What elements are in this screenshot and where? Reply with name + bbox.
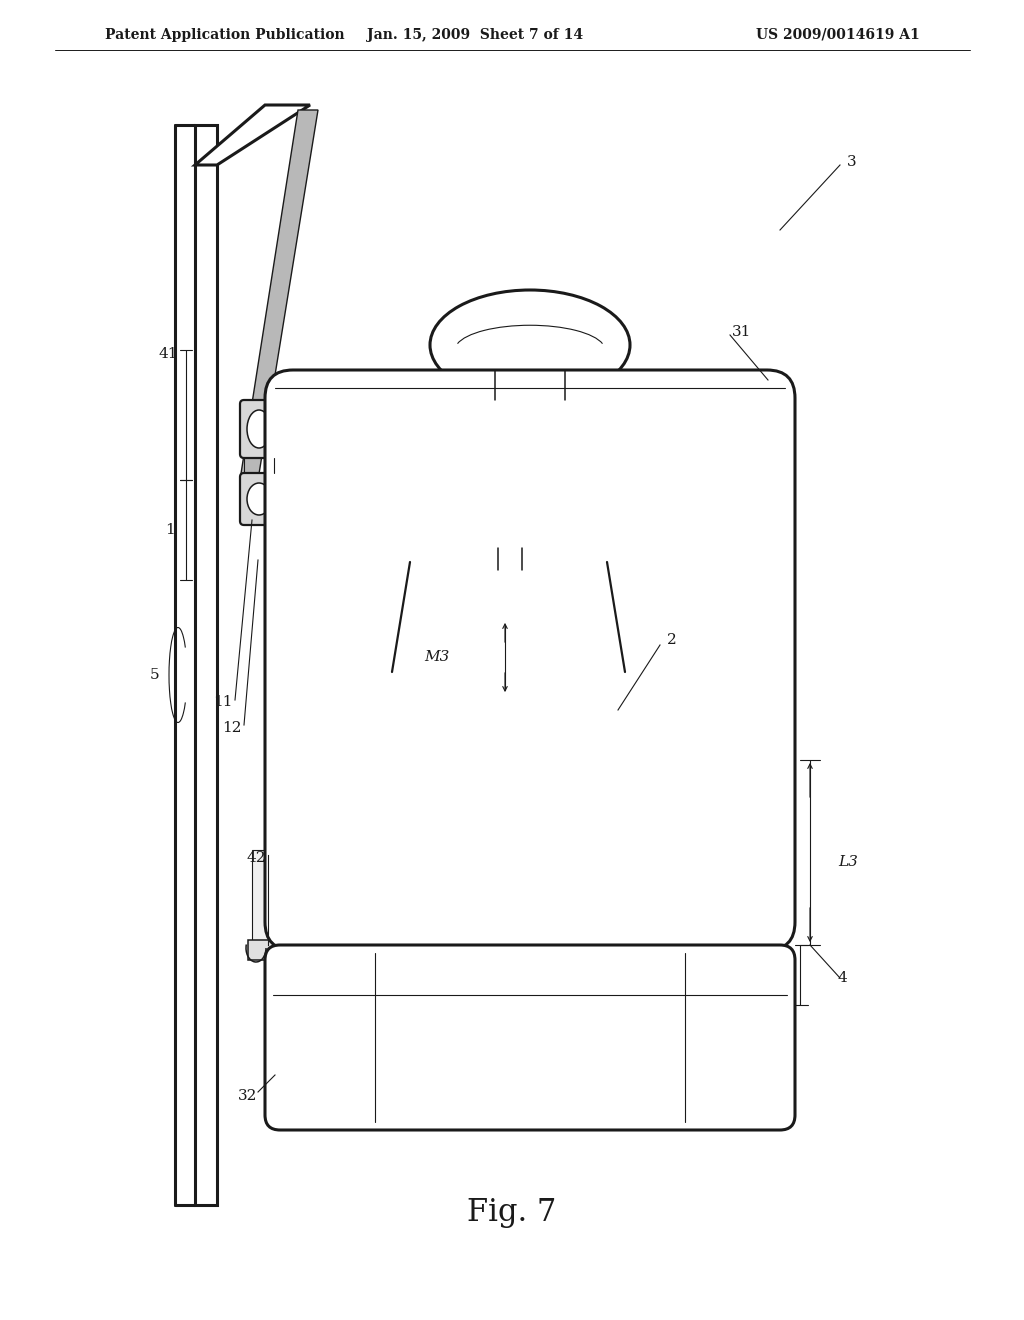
Polygon shape bbox=[195, 106, 310, 165]
Text: 4: 4 bbox=[838, 972, 847, 985]
Text: US 2009/0014619 A1: US 2009/0014619 A1 bbox=[757, 28, 920, 42]
Text: 31: 31 bbox=[732, 325, 752, 339]
Text: 11: 11 bbox=[213, 696, 232, 709]
Bar bbox=[195, 125, 217, 1205]
Text: 3: 3 bbox=[847, 154, 857, 169]
Polygon shape bbox=[240, 484, 615, 865]
Text: 5: 5 bbox=[151, 668, 160, 682]
Text: Jan. 15, 2009  Sheet 7 of 14: Jan. 15, 2009 Sheet 7 of 14 bbox=[367, 28, 583, 42]
Polygon shape bbox=[240, 110, 318, 480]
Text: 42: 42 bbox=[246, 851, 266, 865]
Polygon shape bbox=[594, 850, 735, 970]
Bar bbox=[248, 940, 280, 960]
Bar bbox=[705, 942, 743, 965]
Text: Patent Application Publication: Patent Application Publication bbox=[105, 28, 345, 42]
Text: M3: M3 bbox=[424, 649, 450, 664]
Bar bbox=[252, 850, 280, 940]
FancyBboxPatch shape bbox=[265, 370, 795, 950]
Ellipse shape bbox=[247, 411, 271, 447]
Text: 1: 1 bbox=[165, 523, 175, 537]
Text: 32: 32 bbox=[239, 1089, 258, 1104]
Polygon shape bbox=[276, 942, 715, 964]
FancyBboxPatch shape bbox=[265, 945, 795, 1130]
Ellipse shape bbox=[247, 483, 271, 515]
Text: Fig. 7: Fig. 7 bbox=[467, 1196, 557, 1228]
Text: 2: 2 bbox=[667, 634, 677, 647]
Text: L3: L3 bbox=[838, 855, 858, 869]
Text: 12: 12 bbox=[222, 721, 242, 735]
FancyBboxPatch shape bbox=[240, 400, 278, 458]
FancyBboxPatch shape bbox=[240, 473, 278, 525]
Text: 41: 41 bbox=[159, 347, 178, 360]
